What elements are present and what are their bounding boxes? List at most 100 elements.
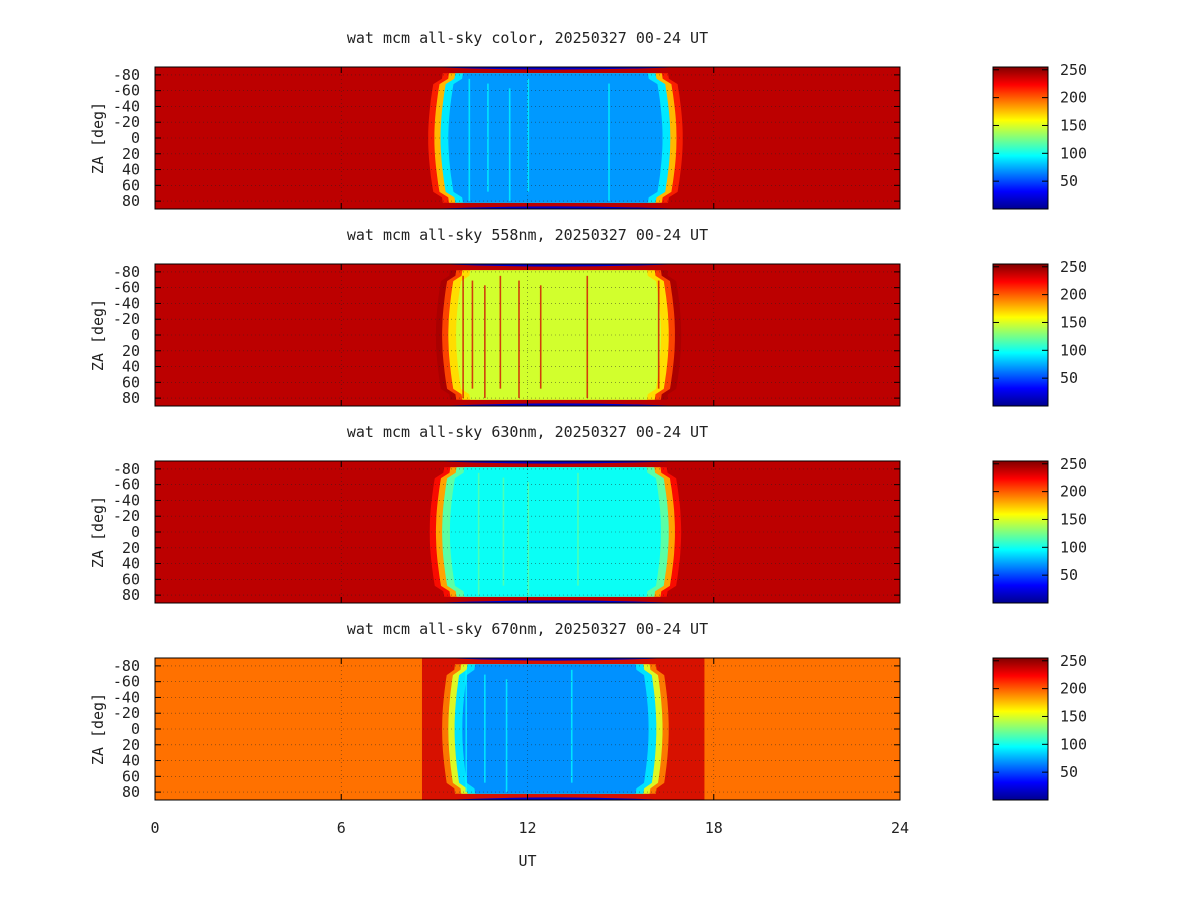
y-tick-label: 40 <box>122 358 140 376</box>
y-tick-label: -60 <box>113 673 140 691</box>
y-tick-label: 60 <box>122 767 140 785</box>
colorbar-tick-label: 50 <box>1060 566 1078 584</box>
streak <box>539 285 542 389</box>
y-axis-label: ZA [deg] <box>89 102 107 174</box>
colorbar-gradient <box>992 263 1049 407</box>
streak <box>465 669 468 793</box>
x-tick-label: 24 <box>891 819 909 837</box>
streak <box>527 78 530 192</box>
horizon-cap <box>429 600 682 603</box>
colorbar-tick-label: 50 <box>1060 172 1078 190</box>
streak <box>577 472 579 586</box>
streak <box>518 280 520 399</box>
colorbar-tick-label: 100 <box>1060 144 1087 162</box>
colorbar-tick-label: 200 <box>1060 286 1087 304</box>
y-tick-label: -80 <box>113 66 140 84</box>
colorbar-tick-label: 100 <box>1060 341 1087 359</box>
streak <box>502 477 505 586</box>
y-tick-label: 40 <box>122 161 140 179</box>
colorbar-tick-label: 150 <box>1060 313 1087 331</box>
heatmap-area <box>155 264 900 406</box>
panel-4: wat mcm all-sky 670nm, 20250327 00-24 UT… <box>89 620 1087 801</box>
streak <box>468 78 471 202</box>
streak <box>508 88 511 202</box>
panel-title: wat mcm all-sky 558nm, 20250327 00-24 UT <box>347 226 708 244</box>
y-tick-label: -20 <box>113 507 140 525</box>
streak <box>527 482 530 596</box>
streak <box>487 83 489 192</box>
y-tick-label: -80 <box>113 263 140 281</box>
streak <box>477 472 480 596</box>
colorbar-tick-label: 200 <box>1060 89 1087 107</box>
y-axis-label: ZA [deg] <box>89 496 107 568</box>
streak <box>570 669 573 783</box>
horizon-cap <box>429 461 682 464</box>
y-tick-label: -40 <box>113 294 140 312</box>
horizon-cap <box>435 403 682 406</box>
y-tick-label: -20 <box>113 310 140 328</box>
horizon-cap <box>442 658 669 661</box>
x-tick-label: 18 <box>705 819 723 837</box>
streak <box>471 280 474 389</box>
horizon-cap <box>435 264 682 267</box>
y-axis-label: ZA [deg] <box>89 693 107 765</box>
panel-title: wat mcm all-sky 670nm, 20250327 00-24 UT <box>347 620 708 638</box>
horizon-cap <box>442 797 669 800</box>
grid <box>155 264 900 406</box>
y-tick-label: -20 <box>113 113 140 131</box>
grid <box>155 461 900 603</box>
panel-2: wat mcm all-sky 558nm, 20250327 00-24 UT… <box>89 226 1087 407</box>
colorbar-gradient <box>992 460 1049 604</box>
y-tick-label: -60 <box>113 279 140 297</box>
colorbar-tick-label: 150 <box>1060 510 1087 528</box>
y-tick-label: 0 <box>131 326 140 344</box>
colorbar-gradient <box>992 66 1049 210</box>
colorbar-tick-label: 250 <box>1060 455 1087 473</box>
colorbar: 50 100 150 200 250 <box>992 652 1087 801</box>
y-tick-label: -40 <box>113 491 140 509</box>
grid <box>155 67 900 209</box>
colorbar-gradient <box>992 657 1049 801</box>
colorbar-tick-label: 50 <box>1060 763 1078 781</box>
grid <box>155 658 900 800</box>
colorbar: 50 100 150 200 250 <box>992 455 1087 604</box>
y-tick-label: 80 <box>122 586 140 604</box>
streak <box>505 679 508 793</box>
horizon-cap <box>427 206 684 209</box>
night-region <box>456 270 661 400</box>
panel-1: wat mcm all-sky color, 20250327 00-24 UT… <box>89 29 1087 210</box>
heatmap-area <box>155 67 900 209</box>
colorbar-tick-label: 250 <box>1060 652 1087 670</box>
y-tick-label: 0 <box>131 720 140 738</box>
heatmap-area <box>155 658 900 800</box>
y-tick-label: -80 <box>113 657 140 675</box>
x-tick-label: 0 <box>150 819 159 837</box>
y-tick-label: 20 <box>122 145 140 163</box>
y-tick-label: 60 <box>122 570 140 588</box>
y-tick-label: 40 <box>122 752 140 770</box>
panels-layer: wat mcm all-sky color, 20250327 00-24 UT… <box>89 29 1087 801</box>
streak <box>499 275 502 389</box>
panel-3: wat mcm all-sky 630nm, 20250327 00-24 UT… <box>89 423 1087 604</box>
x-tick-label: 6 <box>337 819 346 837</box>
y-tick-label: -80 <box>113 460 140 478</box>
colorbar-tick-label: 200 <box>1060 680 1087 698</box>
horizon-cap <box>427 67 684 70</box>
y-tick-label: 20 <box>122 342 140 360</box>
y-tick-label: -60 <box>113 476 140 494</box>
streak <box>608 83 610 202</box>
heatmap-area <box>155 461 900 603</box>
colorbar-tick-label: 50 <box>1060 369 1078 387</box>
y-tick-label: 80 <box>122 783 140 801</box>
streak <box>484 285 486 399</box>
streak <box>484 674 486 783</box>
panel-title: wat mcm all-sky color, 20250327 00-24 UT <box>347 29 708 47</box>
y-tick-label: 60 <box>122 373 140 391</box>
y-tick-label: 20 <box>122 736 140 754</box>
colorbar: 50 100 150 200 250 <box>992 258 1087 407</box>
colorbar-tick-label: 150 <box>1060 116 1087 134</box>
streak <box>586 275 589 399</box>
y-axis-label: ZA [deg] <box>89 299 107 371</box>
streak <box>657 280 660 389</box>
colorbar-tick-label: 200 <box>1060 483 1087 501</box>
